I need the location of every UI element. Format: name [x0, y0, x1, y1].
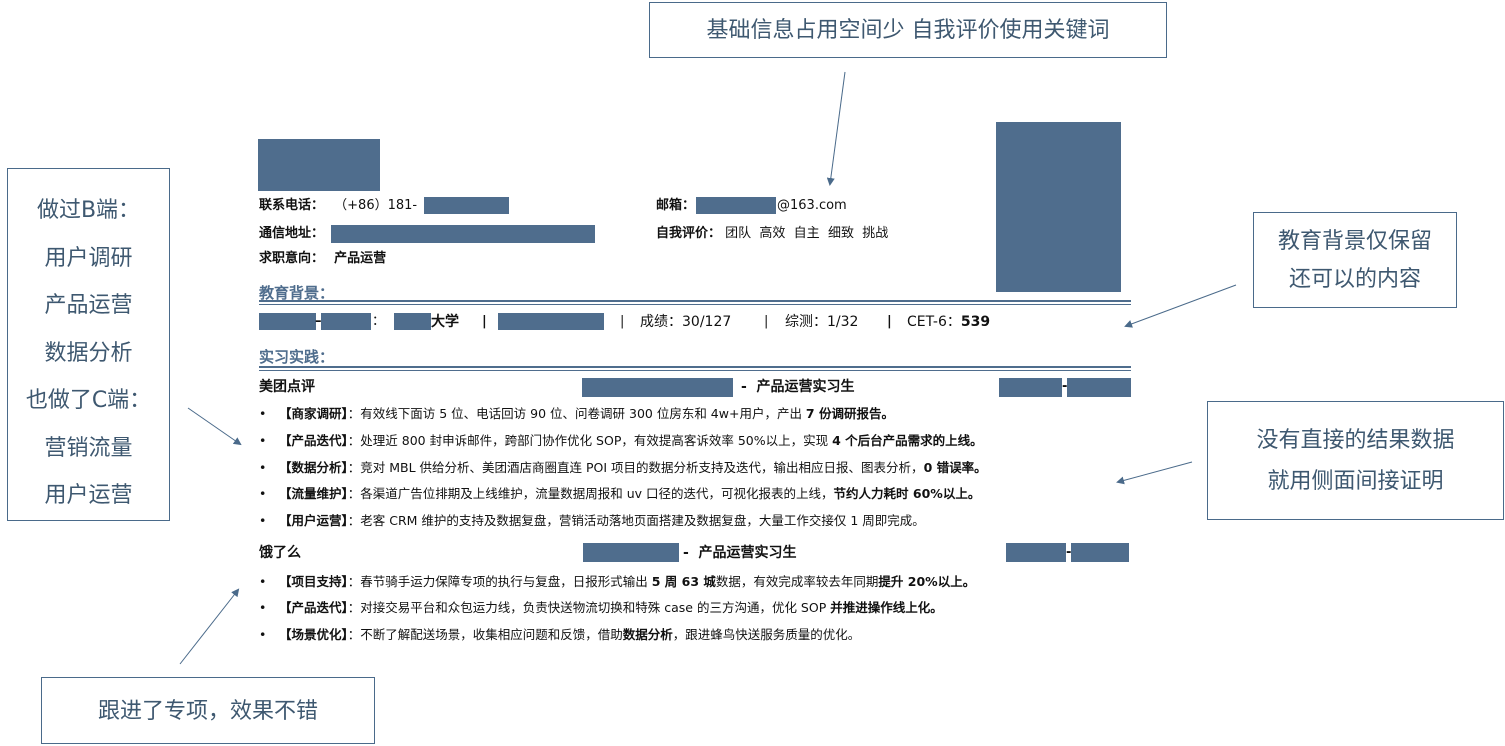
callout-basic-info: 基础信息占用空间少 自我评价使用关键词	[649, 2, 1167, 58]
list-item: • 【数据分析】：竞对 MBL 供给分析、美团酒店商圈直连 POI 项目的数据分析…	[259, 460, 987, 475]
redacted-date-1a	[999, 378, 1062, 397]
redacted-phone	[424, 197, 509, 214]
job-role: - 产品运营实习生	[683, 545, 797, 561]
list-item: • 【产品迭代】：处理近 800 封申诉邮件，跨部门协作优化 SOP，有效提高客诉…	[259, 433, 983, 448]
intent-row: 求职意向： 产品运营	[259, 250, 386, 268]
edu-bar-2: |	[620, 314, 625, 329]
redacted-school	[394, 313, 431, 330]
edu-cet: CET-6：539	[907, 313, 990, 331]
edu-grade: 成绩：30/127	[640, 314, 732, 330]
arrow-right2	[1116, 461, 1193, 485]
list-item: • 【产品迭代】：对接交易平台和众包运力线，负责快送物流切换和特殊 case 的三…	[259, 600, 943, 615]
callout-line: 还可以的内容	[1288, 267, 1421, 292]
callout-line: 做过B端：	[36, 198, 141, 223]
photo-placeholder	[996, 122, 1121, 292]
edu-overall: 综测：1/32	[785, 314, 859, 330]
self-eval-label: 自我评价：	[656, 226, 722, 241]
job-date-sep: -	[1062, 379, 1068, 394]
email-label: 邮箱：	[656, 198, 696, 213]
redacted-major	[498, 313, 604, 330]
self-eval-row: 自我评价： 团队 高效 自主 细致 挑战	[656, 225, 888, 243]
intent-label: 求职意向：	[259, 251, 325, 266]
job-date-sep: -	[1066, 545, 1072, 560]
callout-line: 就用侧面间接证明	[1267, 469, 1444, 494]
job-company: 饿了么	[259, 545, 301, 561]
edu-bar-1: |	[482, 314, 487, 329]
edu-colon: ：	[372, 314, 386, 329]
edu-school: 大学	[431, 314, 459, 330]
phone-row: 联系电话： （+86）181-	[259, 197, 417, 215]
callout-line: 没有直接的结果数据	[1256, 428, 1455, 453]
internship-heading: 实习实践：	[259, 348, 335, 366]
phone-label: 联系电话：	[259, 198, 325, 213]
education-heading: 教育背景：	[259, 284, 335, 302]
self-eval-value: 团队 高效 自主 细致 挑战	[725, 226, 889, 241]
internship-rule	[259, 366, 1131, 371]
intent-value: 产品运营	[334, 251, 387, 266]
callout-experience-summary: 做过B端： 用户调研 产品运营 数据分析 也做了C端： 营销流量 用户运营	[7, 168, 170, 521]
callout-line: 产品运营	[44, 293, 133, 318]
edu-bar-3: |	[764, 314, 769, 329]
redacted-edu-date-start	[259, 313, 316, 330]
arrow-bottom	[179, 588, 240, 665]
job-role: - 产品运营实习生	[741, 379, 855, 395]
redacted-dept-1	[582, 378, 733, 397]
redacted-edu-date-end	[321, 313, 371, 330]
address-label: 通信地址：	[259, 226, 325, 241]
callout-project: 跟进了专项，效果不错	[41, 677, 375, 744]
list-item: • 【流量维护】：各渠道广告位排期及上线维护，流量数据周报和 uv 口径的迭代，可…	[259, 486, 981, 501]
callout-line: 数据分析	[44, 340, 133, 366]
callout-line: 也做了C端：	[25, 388, 152, 413]
redacted-email	[696, 197, 776, 214]
arrow-right1	[1124, 284, 1237, 328]
edu-cet-label: CET-6：	[907, 314, 961, 330]
redacted-dept-2	[583, 543, 679, 562]
redacted-date-1b	[1067, 378, 1131, 397]
address-row: 通信地址：	[259, 225, 324, 243]
redacted-name	[258, 139, 380, 191]
education-rule	[259, 300, 1131, 305]
email-row: 邮箱：	[656, 197, 695, 215]
email-value: @163.com	[777, 198, 847, 213]
list-item: • 【商家调研】：有效线下面访 5 位、电话回访 90 位、问卷调研 300 位房…	[259, 406, 894, 421]
list-item: • 【场景优化】：不断了解配送场景，收集相应问题和反馈，借助数据分析，跟进蜂鸟快送…	[259, 627, 861, 642]
callout-indirect-proof: 没有直接的结果数据 就用侧面间接证明	[1207, 401, 1504, 520]
redacted-date-2a	[1006, 543, 1066, 562]
callout-line: 教育背景仅保留	[1277, 229, 1432, 254]
callout-line: 营销流量	[44, 435, 133, 461]
callout-line: 用户调研	[44, 245, 133, 271]
redacted-date-2b	[1071, 543, 1129, 562]
list-item: • 【用户运营】：老客 CRM 维护的支持及数据复盘，营销活动落地页面搭建及数据复…	[259, 513, 925, 528]
callout-education: 教育背景仅保留 还可以的内容	[1253, 212, 1457, 308]
arrow-top	[826, 71, 846, 186]
phone-value: （+86）181-	[334, 198, 418, 213]
job-company: 美团点评	[259, 379, 315, 395]
edu-sep: –	[315, 314, 322, 329]
arrow-left	[187, 407, 242, 446]
edu-cet-value: 539	[960, 314, 991, 330]
callout-line: 用户运营	[44, 483, 133, 508]
list-item: • 【项目支持】：春节骑手运力保障专项的执行与复盘，日报形式输出 5 周 63 城…	[259, 574, 976, 589]
redacted-address	[331, 225, 595, 243]
edu-bar-4: |	[887, 314, 892, 329]
